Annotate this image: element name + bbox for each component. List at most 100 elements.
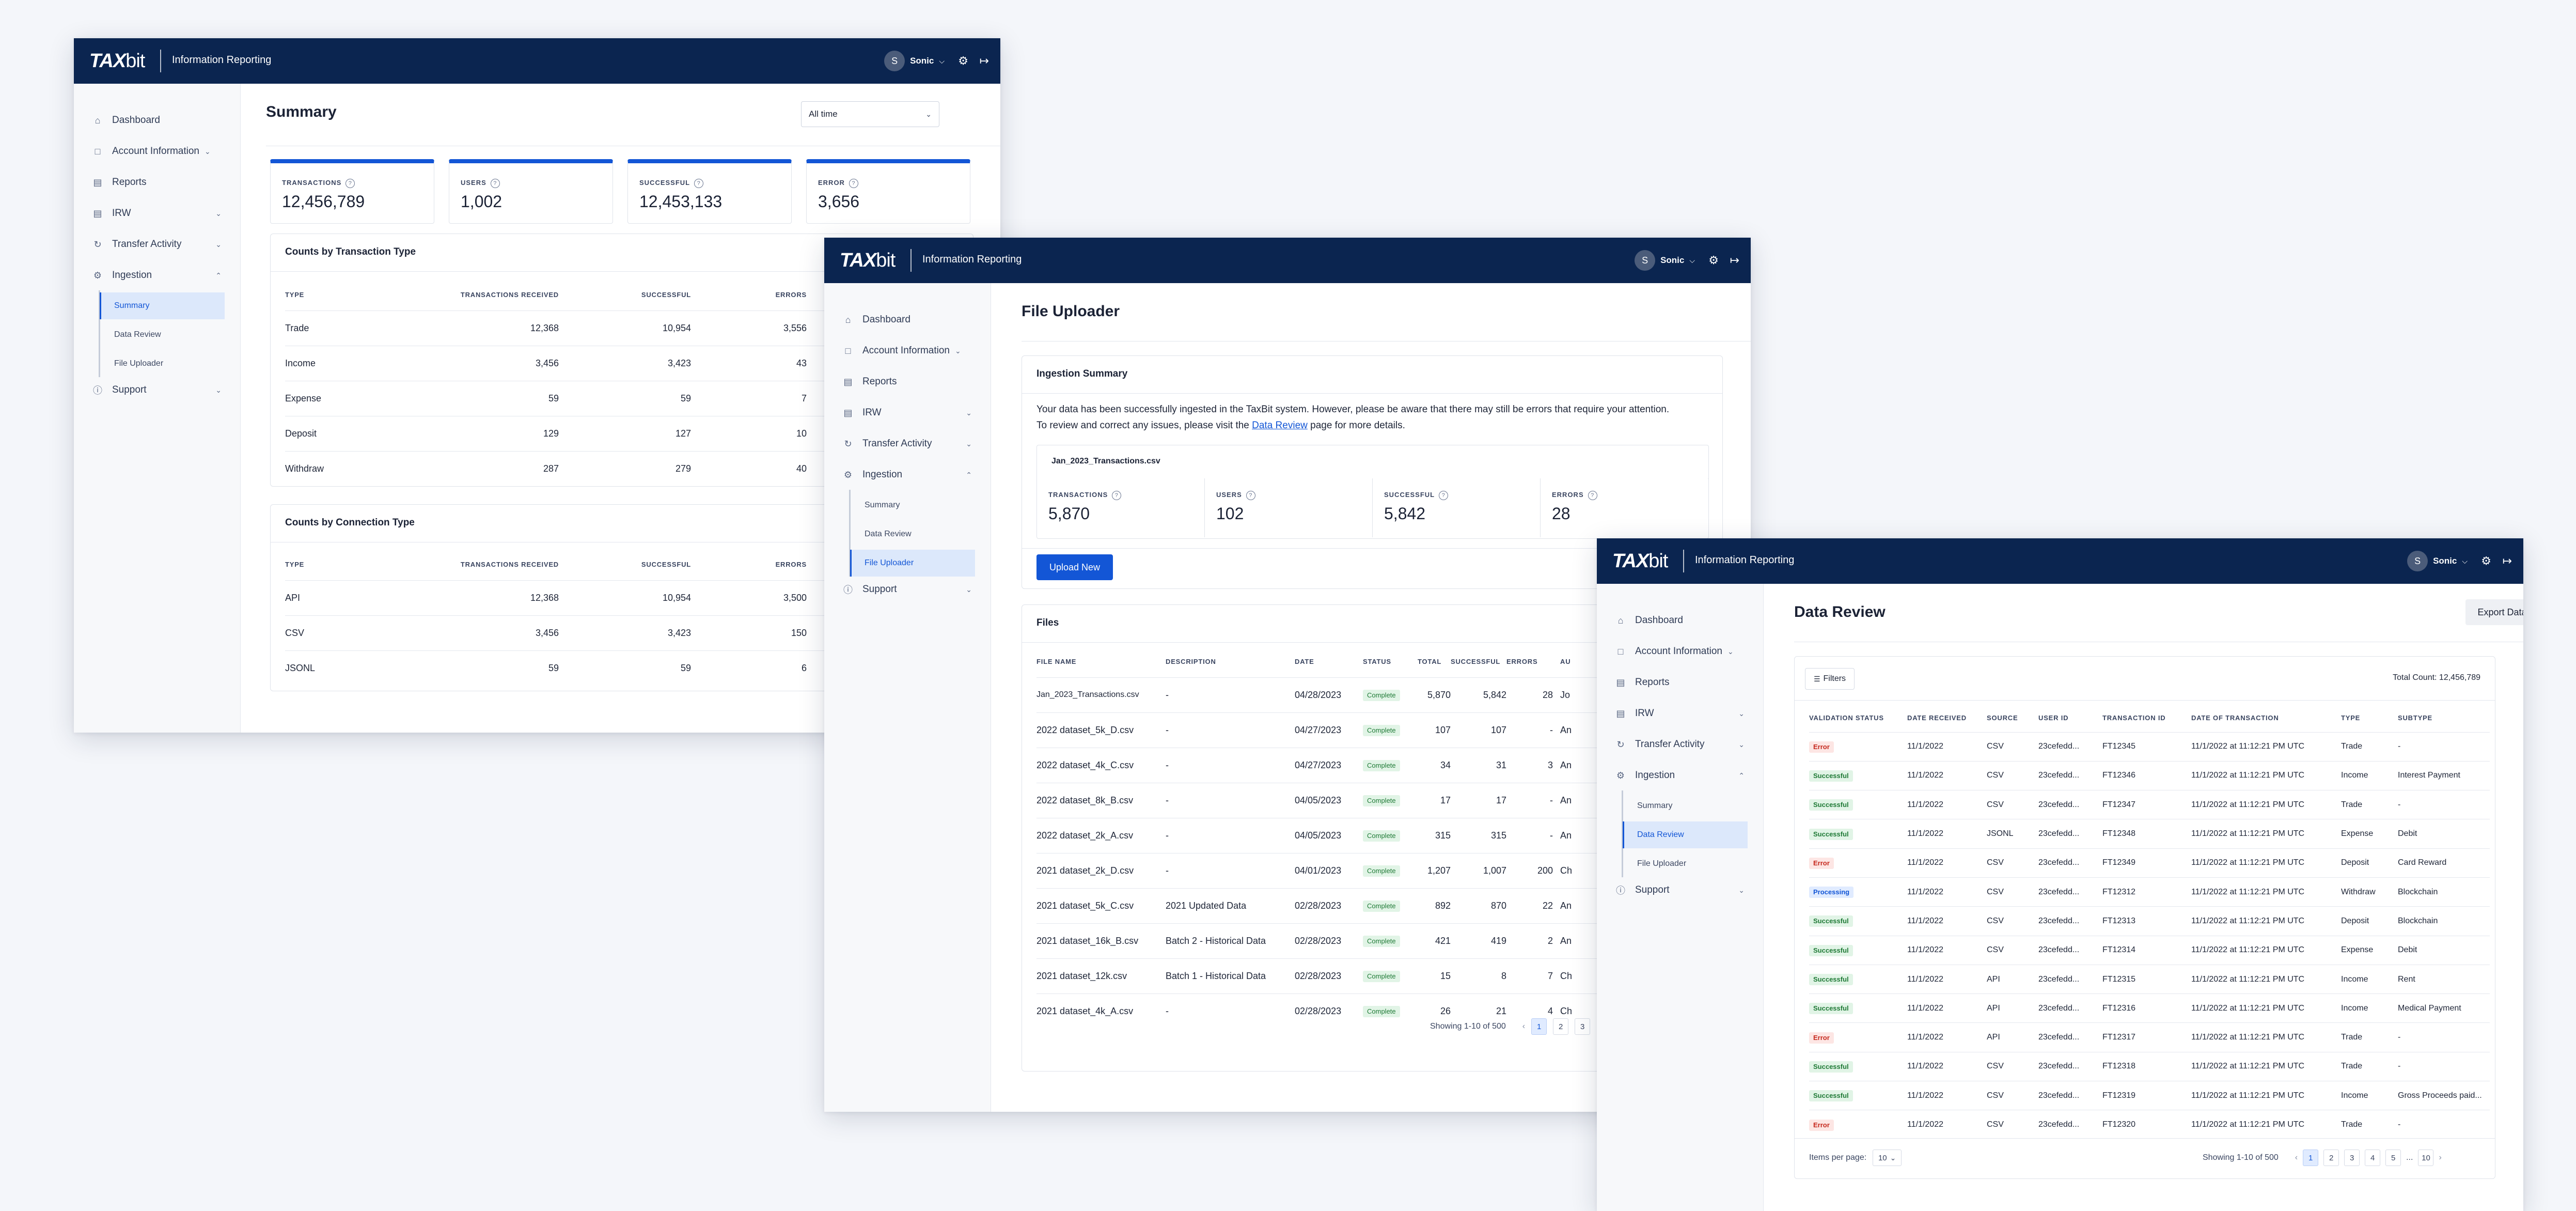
- table-row[interactable]: 2022 dataset_8k_B.csv -04/05/2023 Complete…: [1036, 782, 1729, 818]
- sidebar-item-reports[interactable]: ▤ Reports: [1614, 677, 1669, 688]
- sidebar-subitem-summary[interactable]: Summary: [865, 501, 900, 509]
- upload-new-button[interactable]: Upload New: [1036, 554, 1113, 580]
- sidebar-item-irw[interactable]: ▤ IRW ⌄: [1614, 708, 1745, 719]
- info-icon[interactable]: ?: [1588, 491, 1597, 500]
- info-icon[interactable]: ?: [849, 179, 858, 188]
- info-icon[interactable]: ?: [345, 179, 355, 188]
- gear-icon[interactable]: ⚙: [2481, 554, 2491, 567]
- column-header[interactable]: SUCCESSFUL: [641, 291, 691, 299]
- column-header[interactable]: TRANSACTIONS RECEIVED: [460, 291, 559, 299]
- filters-button[interactable]: ☰ Filters: [1805, 668, 1855, 690]
- column-header[interactable]: DATE: [1295, 658, 1314, 666]
- table-row[interactable]: Error 11/1/2022 CSV 23cefedd... FT12320 11/1/…: [1809, 1110, 2490, 1140]
- page-button[interactable]: 5: [2385, 1150, 2401, 1166]
- sidebar-item-reports[interactable]: ▤ Reports: [91, 177, 146, 188]
- column-header[interactable]: USER ID: [2038, 714, 2069, 722]
- column-header[interactable]: VALIDATION STATUS: [1809, 714, 1884, 722]
- sidebar-subitem-data-review[interactable]: Data Review: [1623, 821, 1748, 848]
- sidebar-subitem-summary[interactable]: Summary: [1637, 801, 1673, 810]
- table-row[interactable]: Processing 11/1/2022 CSV 23cefedd... FT12312…: [1809, 877, 2490, 907]
- table-row[interactable]: Successful 11/1/2022 API 23cefedd... FT12316…: [1809, 993, 2490, 1023]
- column-header[interactable]: SUBTYPE: [2398, 714, 2433, 722]
- column-header[interactable]: TYPE: [285, 561, 305, 569]
- sidebar-item-support[interactable]: ⓘ Support ⌄: [842, 583, 972, 596]
- column-header[interactable]: SUCCESSFUL: [1451, 658, 1501, 666]
- column-header[interactable]: TRANSACTIONS RECEIVED: [460, 561, 559, 569]
- table-row[interactable]: Successful 11/1/2022 CSV 23cefedd... FT12318…: [1809, 1051, 2490, 1081]
- logout-icon[interactable]: ↦: [2502, 554, 2512, 567]
- column-header[interactable]: TRANSACTION ID: [2102, 714, 2166, 722]
- sidebar-subitem-summary[interactable]: Summary: [100, 292, 225, 319]
- page-button[interactable]: 3: [2344, 1150, 2360, 1166]
- column-header[interactable]: ERRORS: [775, 561, 807, 569]
- sidebar-subitem-file-uploader[interactable]: File Uploader: [114, 359, 164, 368]
- logout-icon[interactable]: ↦: [979, 54, 989, 67]
- page-button[interactable]: 2: [2323, 1150, 2339, 1166]
- gear-icon[interactable]: ⚙: [958, 54, 968, 67]
- sidebar-subitem-data-review[interactable]: Data Review: [114, 330, 161, 339]
- gear-icon[interactable]: ⚙: [1708, 254, 1719, 267]
- table-row[interactable]: Successful 11/1/2022 CSV 23cefedd... FT12319…: [1809, 1081, 2490, 1110]
- table-row[interactable]: Successful 11/1/2022 API 23cefedd... FT12315…: [1809, 964, 2490, 994]
- page-button[interactable]: 10: [2418, 1150, 2434, 1166]
- logout-icon[interactable]: ↦: [1730, 254, 1739, 267]
- table-row[interactable]: Successful 11/1/2022 CSV 23cefedd... FT12314…: [1809, 935, 2490, 965]
- user-menu[interactable]: S Sonic ⌵: [2407, 550, 2468, 572]
- taxbit-logo[interactable]: TAXbit: [840, 250, 896, 271]
- sidebar-subitem-file-uploader[interactable]: File Uploader: [1637, 859, 1687, 868]
- sidebar-item-dashboard[interactable]: ⌂ Dashboard: [91, 115, 160, 126]
- sidebar-item-account-information[interactable]: □ Account Information ⌄: [91, 146, 222, 157]
- chevron-right-icon[interactable]: ›: [2439, 1153, 2442, 1162]
- column-header[interactable]: AU: [1560, 658, 1571, 666]
- sidebar-subitem-data-review[interactable]: Data Review: [865, 530, 912, 538]
- sidebar-item-transfer-activity[interactable]: ↻ Transfer Activity ⌄: [91, 239, 222, 250]
- sidebar-item-support[interactable]: ⓘ Support ⌄: [91, 383, 222, 397]
- taxbit-logo[interactable]: TAXbit: [89, 50, 145, 72]
- chevron-left-icon[interactable]: ‹: [1522, 1022, 1526, 1031]
- column-header[interactable]: DATE OF TRANSACTION: [2191, 714, 2279, 722]
- column-header[interactable]: TOTAL: [1418, 658, 1442, 666]
- page-button[interactable]: 4: [2365, 1150, 2381, 1166]
- column-header[interactable]: STATUS: [1363, 658, 1391, 666]
- table-row[interactable]: Successful 11/1/2022 CSV 23cefedd... FT12313…: [1809, 906, 2490, 936]
- column-header[interactable]: ERRORS: [1506, 658, 1538, 666]
- info-icon[interactable]: ?: [490, 179, 500, 188]
- sidebar-item-transfer-activity[interactable]: ↻ Transfer Activity ⌄: [842, 438, 972, 449]
- page-button[interactable]: 1: [1531, 1018, 1547, 1035]
- page-button[interactable]: 3: [1575, 1018, 1591, 1035]
- sidebar-item-reports[interactable]: ▤ Reports: [842, 376, 897, 387]
- table-row[interactable]: Successful 11/1/2022 CSV 23cefedd... FT12347…: [1809, 790, 2490, 819]
- sidebar-item-account-information[interactable]: □ Account Information ⌄: [842, 345, 972, 356]
- sidebar-item-dashboard[interactable]: ⌂ Dashboard: [1614, 615, 1683, 626]
- column-header[interactable]: TYPE: [285, 291, 305, 299]
- user-menu[interactable]: S Sonic ⌵: [884, 50, 945, 72]
- sidebar-item-ingestion[interactable]: ⚙ Ingestion ⌃: [842, 469, 972, 480]
- sidebar-item-account-information[interactable]: □ Account Information ⌄: [1614, 646, 1745, 657]
- sidebar-item-dashboard[interactable]: ⌂ Dashboard: [842, 314, 910, 325]
- column-header[interactable]: TYPE: [2341, 714, 2361, 722]
- column-header[interactable]: FILE NAME: [1036, 658, 1077, 666]
- info-icon[interactable]: ?: [1246, 491, 1255, 500]
- data-review-link[interactable]: Data Review: [1252, 420, 1308, 431]
- table-row[interactable]: Successful 11/1/2022 CSV 23cefedd... FT12346…: [1809, 760, 2490, 790]
- table-row[interactable]: Error 11/1/2022 CSV 23cefedd... FT12349 11/1/…: [1809, 848, 2490, 878]
- column-header[interactable]: SOURCE: [1987, 714, 2018, 722]
- column-header[interactable]: DATE RECEIVED: [1907, 714, 1967, 722]
- sidebar-item-transfer-activity[interactable]: ↻ Transfer Activity ⌄: [1614, 739, 1745, 750]
- sidebar-item-irw[interactable]: ▤ IRW ⌄: [91, 208, 222, 219]
- time-range-select[interactable]: All time ⌄: [801, 101, 939, 127]
- column-header[interactable]: ERRORS: [775, 291, 807, 299]
- table-row[interactable]: Jan_2023_Transactions.csv -04/28/2023 Comp…: [1036, 677, 1729, 712]
- column-header[interactable]: SUCCESSFUL: [641, 561, 691, 569]
- sidebar-subitem-file-uploader[interactable]: File Uploader: [850, 550, 975, 577]
- page-button[interactable]: 2: [1553, 1018, 1569, 1035]
- table-row[interactable]: Error 11/1/2022 API 23cefedd... FT12317 11/1/…: [1809, 1022, 2490, 1052]
- items-per-page-select[interactable]: 10 ⌄: [1873, 1150, 1902, 1166]
- page-button[interactable]: 1: [2303, 1150, 2319, 1166]
- chevron-left-icon[interactable]: ‹: [2295, 1153, 2298, 1162]
- export-data-button[interactable]: Export Data: [2465, 599, 2523, 625]
- info-icon[interactable]: ?: [1439, 491, 1449, 500]
- user-menu[interactable]: S Sonic ⌵: [1635, 249, 1695, 272]
- table-row[interactable]: Successful 11/1/2022 JSONL 23cefedd... FT123…: [1809, 819, 2490, 849]
- column-header[interactable]: DESCRIPTION: [1166, 658, 1216, 666]
